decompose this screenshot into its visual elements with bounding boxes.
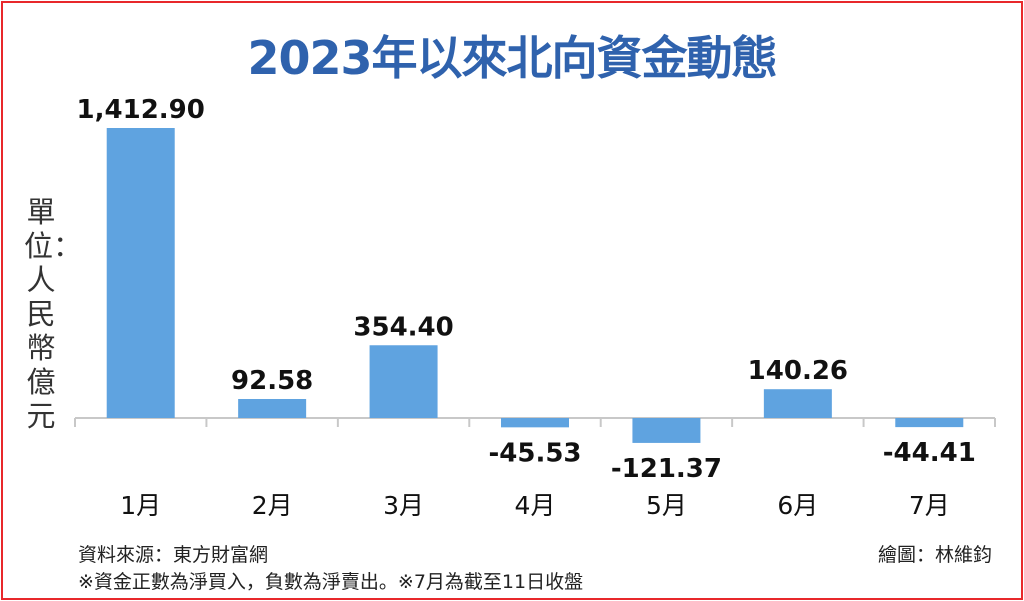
data-label: 140.26 (748, 356, 848, 386)
data-label: 354.40 (353, 312, 453, 342)
x-tick-label: 4月 (515, 491, 556, 520)
bar (238, 398, 307, 418)
bar (501, 418, 569, 428)
data-label: -44.41 (883, 438, 976, 468)
chart-title: 2023年以來北向資金動態 (247, 31, 777, 85)
x-tick-label: 2月 (252, 491, 293, 520)
data-label: -121.37 (611, 454, 722, 484)
data-label: 1,412.90 (77, 95, 205, 125)
graphic-credit: 繪圖：林維鈞 (877, 544, 992, 566)
data-label: 92.58 (231, 366, 313, 396)
footnote: ※資金正數為淨買入，負數為淨賣出。※7月為截至11日收盤 (78, 571, 584, 593)
bar (895, 418, 964, 428)
bar (632, 418, 701, 443)
x-tick-label: 7月 (909, 491, 950, 520)
bar (763, 389, 832, 418)
bar (106, 128, 175, 418)
x-tick-label: 1月 (120, 491, 161, 520)
x-tick-label: 6月 (777, 491, 818, 520)
x-tick-label: 5月 (646, 491, 687, 520)
x-tick-label: 3月 (383, 491, 424, 520)
source-note: 資料來源：東方財富網 (78, 544, 269, 566)
data-label: -45.53 (488, 438, 581, 468)
bar (369, 345, 438, 418)
